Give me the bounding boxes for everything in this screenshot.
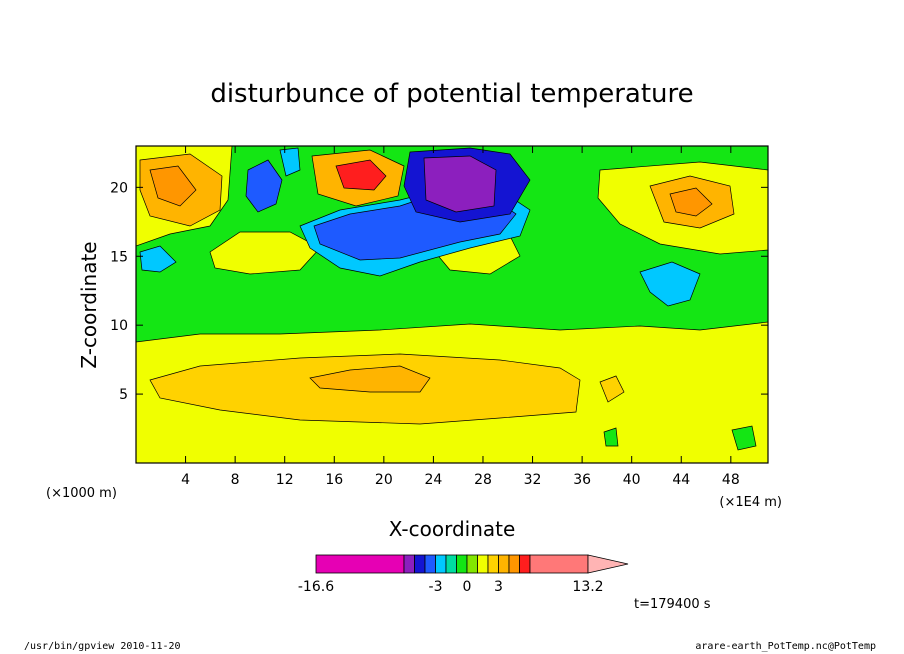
x-tick-label: 32 [524,472,542,488]
colorbar-bin [498,554,510,574]
footer-left: /usr/bin/gpview 2010-11-20 [24,641,181,652]
colorbar-bin [487,554,499,574]
x-tick-label: 24 [424,472,442,488]
colorbar-bin [315,554,405,574]
colorbar-bin [519,554,531,574]
x-tick-label: 20 [375,472,393,488]
contour-cold-left-3 [139,245,177,273]
plot-area [136,146,768,463]
colorbar-tick-label: -3 [429,579,443,595]
contour-patch-br-2 [603,427,619,447]
colorbar-bin [414,554,426,574]
contour-warm-core [309,365,431,393]
contour-cold-core [423,155,497,213]
colorbar-bin [477,554,489,574]
y-axis-label: Z-coordinate [77,241,101,368]
contour-warm-blob-left-core [149,165,197,207]
colorbar-bin [529,554,589,574]
colorbar-tick-labels: -16.6 -3 0 3 13.2 [298,579,604,595]
contour-patch-br-1 [731,425,757,451]
contour-patch-br-3 [599,375,625,403]
contour-cold-left [245,159,283,213]
x-tick-label: 16 [325,472,343,488]
x-tick-label: 48 [722,472,740,488]
y-axis-ticks: 5 10 15 20 [110,180,768,403]
contour-cold-left-2 [279,147,301,177]
colorbar-bin [403,554,415,574]
chart-title: disturbunce of potential temperature [210,79,693,109]
colorbar-arrow [587,554,629,574]
x-axis-unit-left: (×1000 m) [46,486,117,501]
x-tick-label: 12 [276,472,294,488]
colorbar-bin [508,554,520,574]
x-tick-label: 8 [231,472,240,488]
contour-upper-patch-1 [209,231,321,275]
x-tick-label: 4 [181,472,190,488]
colorbar-tick-label: -16.6 [298,579,334,595]
x-tick-label: 40 [623,472,641,488]
x-tick-label: 28 [474,472,492,488]
x-axis-unit-right: (×1E4 m) [719,495,782,510]
y-tick-label: 20 [110,180,128,196]
y-tick-label: 10 [110,318,128,334]
contour-warm-blob-mid-core [335,159,387,191]
x-axis-label: X-coordinate [389,517,516,541]
colorbar [315,554,629,574]
colorbar-tick-label: 0 [463,579,472,595]
colorbar-bin [466,554,478,574]
colorbar-bin [456,554,468,574]
footer-right: arare-earth_PotTemp.nc@PotTemp [695,641,876,652]
x-axis-ticks: 4 8 12 16 20 24 28 32 36 40 44 48 [181,146,740,488]
y-tick-label: 5 [119,387,128,403]
time-label: t=179400 s [634,597,711,612]
x-tick-label: 44 [672,472,690,488]
contour-cold-right [639,261,701,307]
colorbar-bin [435,554,447,574]
plot-frame [135,145,769,464]
colorbar-bin [445,554,457,574]
colorbar-tick-label: 13.2 [572,579,603,595]
x-tick-label: 36 [573,472,591,488]
y-tick-label: 15 [110,249,128,265]
contour-warm-blob-right-core [669,187,713,217]
colorbar-tick-label: 3 [494,579,503,595]
colorbar-bin [424,554,436,574]
